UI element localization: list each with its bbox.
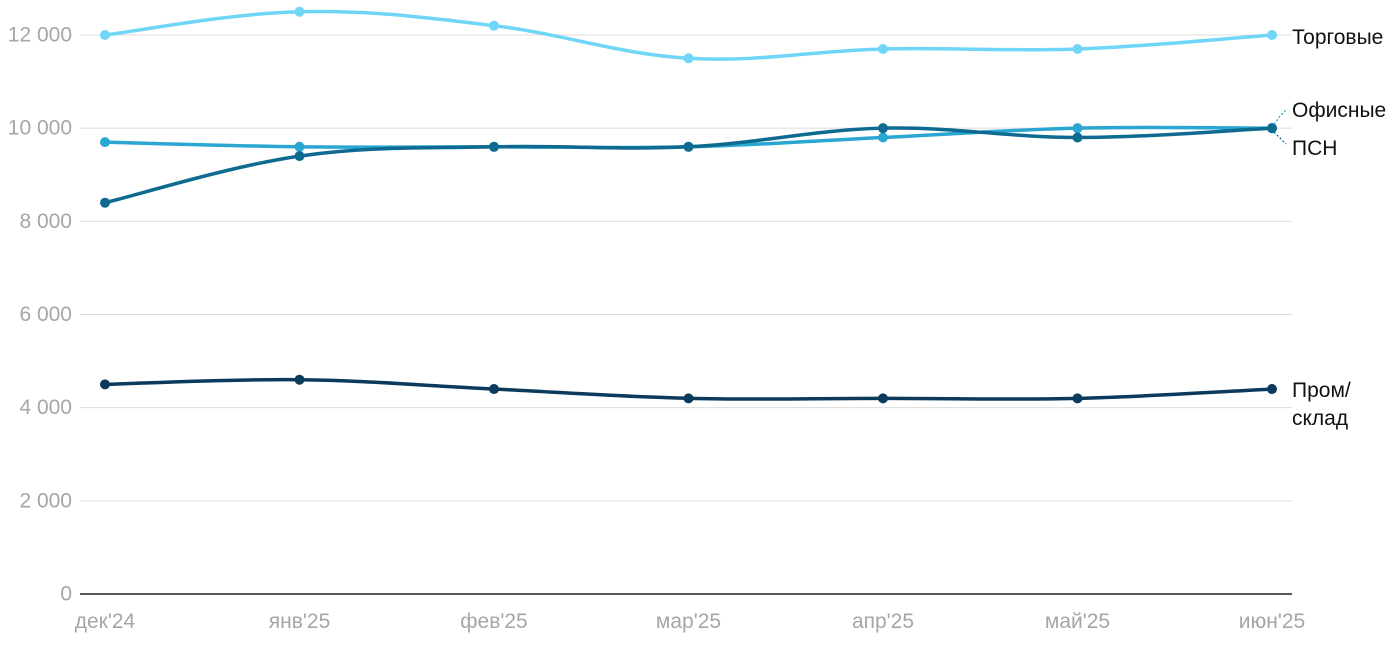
series-label: Пром/склад [1292, 379, 1351, 430]
leader-line [1273, 109, 1287, 125]
data-point [878, 393, 888, 404]
series-1 [100, 6, 1277, 64]
grid [80, 34, 1292, 595]
leader-line [1273, 131, 1287, 145]
y-tick-label: 6 000 [19, 303, 72, 326]
series-label: Торговые [1292, 26, 1383, 49]
series-label-line: склад [1292, 407, 1348, 430]
x-tick-label: дек'24 [75, 610, 136, 633]
data-point [100, 197, 110, 208]
series-group [100, 6, 1277, 404]
data-point [489, 20, 499, 31]
data-point [878, 43, 888, 54]
data-point [100, 30, 110, 40]
data-point [1267, 30, 1277, 40]
y-axis: 0 2 000 4 000 6 000 8 000 10 000 12 000 [8, 24, 72, 606]
series-label-line: Пром/ [1292, 379, 1351, 402]
data-point [489, 384, 499, 395]
data-point [683, 393, 694, 404]
data-point [1267, 384, 1277, 395]
data-point [1072, 132, 1083, 143]
series-3 [100, 123, 1277, 208]
data-point [878, 132, 888, 143]
x-tick-label: апр'25 [852, 610, 914, 633]
data-point [100, 379, 110, 390]
data-point [1267, 123, 1277, 134]
series-label: Офисные [1292, 99, 1386, 122]
x-tick-label: июн'25 [1239, 610, 1305, 633]
x-axis: дек'24 янв'25 фев'25 мар'25 апр'25 май'25 июн'… [75, 610, 1305, 633]
data-point [294, 374, 305, 385]
data-point [1072, 393, 1083, 404]
y-tick-label: 2 000 [19, 489, 72, 512]
series-labels: Торговые Офисные ПСН Пром/склад [1273, 26, 1386, 430]
data-point [1072, 123, 1083, 134]
y-tick-label: 4 000 [19, 396, 72, 419]
series-line [103, 126, 1274, 205]
x-tick-label: фев'25 [460, 610, 527, 633]
data-point [294, 151, 305, 162]
series-label-line: Торговые [1292, 26, 1383, 49]
data-point [1072, 43, 1083, 54]
data-point [294, 141, 305, 152]
y-tick-label: 0 [60, 583, 72, 606]
data-point [683, 141, 694, 152]
series-label: ПСН [1292, 137, 1337, 160]
x-tick-label: май'25 [1045, 610, 1110, 633]
data-point [100, 137, 110, 148]
data-point [294, 6, 305, 17]
series-4 [100, 374, 1277, 404]
y-tick-label: 12 000 [8, 24, 72, 47]
data-point [489, 141, 499, 152]
x-tick-label: янв'25 [269, 610, 331, 633]
x-tick-label: мар'25 [656, 610, 721, 633]
series-label-line: Офисные [1292, 99, 1386, 122]
series-label-line: ПСН [1292, 137, 1337, 160]
y-tick-label: 8 000 [19, 210, 72, 233]
data-point [878, 123, 888, 134]
y-tick-label: 10 000 [8, 117, 72, 140]
data-point [683, 53, 694, 64]
